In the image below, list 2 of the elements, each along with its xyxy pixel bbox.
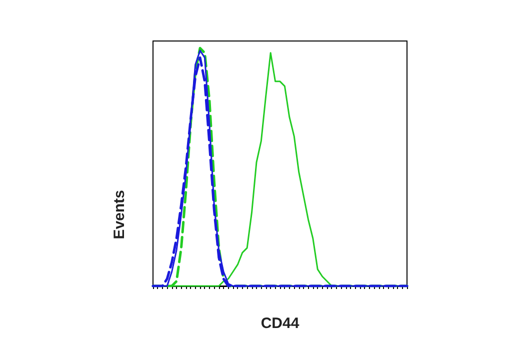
x-axis-title: CD44	[260, 315, 300, 332]
y-axis-title: Events	[111, 190, 128, 240]
